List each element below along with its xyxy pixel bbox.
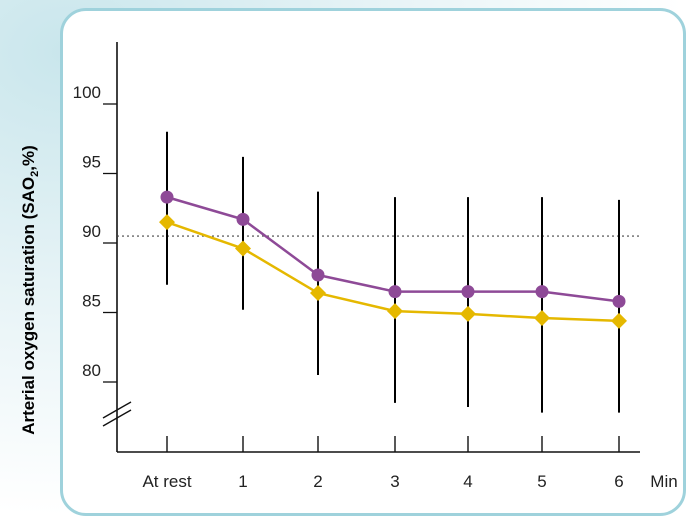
y-tick-label: 90 — [82, 222, 101, 241]
data-point-circle — [612, 294, 626, 308]
data-point-circle — [388, 285, 402, 299]
data-point-circle — [160, 190, 174, 204]
x-tick-label: 6 — [614, 472, 623, 491]
data-point-diamond — [611, 312, 627, 329]
data-point-diamond — [235, 240, 251, 257]
y-tick-label: 95 — [82, 153, 101, 172]
data-point-diamond — [310, 285, 326, 302]
x-tick-label: 2 — [313, 472, 322, 491]
x-tick-label: 1 — [238, 472, 247, 491]
axis-break-mark — [102, 409, 132, 427]
y-tick-label: 80 — [82, 361, 101, 380]
y-tick-label: 100 — [73, 83, 101, 102]
data-point-diamond — [159, 214, 175, 231]
data-point-circle — [535, 285, 549, 299]
axis-break-mark — [102, 401, 132, 419]
y-tick-label: 85 — [82, 292, 101, 311]
data-point-circle — [311, 268, 325, 282]
data-point-diamond — [460, 305, 476, 322]
x-tick-label: 3 — [390, 472, 399, 491]
x-tick-label: 4 — [463, 472, 472, 491]
data-point-diamond — [387, 303, 403, 320]
data-point-diamond — [534, 310, 550, 327]
data-point-circle — [461, 285, 475, 299]
x-axis-label: Min — [650, 472, 677, 491]
x-tick-label: At rest — [142, 472, 191, 491]
chart-panel — [60, 8, 686, 516]
x-tick-label: 5 — [537, 472, 546, 491]
data-point-circle — [236, 212, 250, 226]
